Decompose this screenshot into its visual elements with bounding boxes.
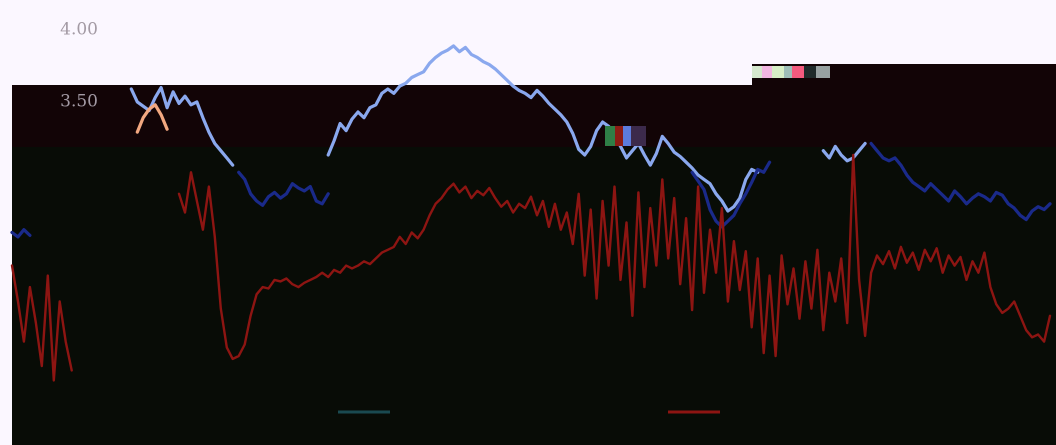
series-1-line: [821, 141, 867, 163]
y-tick-labels: 4.00 3.50: [60, 20, 98, 112]
y-tick-label: 4.00: [60, 20, 98, 40]
series-2-line: [237, 170, 330, 207]
legend-glyph-cluster: [605, 66, 830, 146]
series-layer: [10, 44, 1052, 382]
y-tick-label: 3.50: [60, 91, 98, 111]
series-4: [10, 153, 1052, 382]
series-3-line: [135, 103, 169, 134]
series-2-line: [690, 160, 772, 229]
series-2: [10, 141, 1052, 239]
series-2-line: [10, 228, 32, 239]
series-3: [135, 103, 169, 134]
